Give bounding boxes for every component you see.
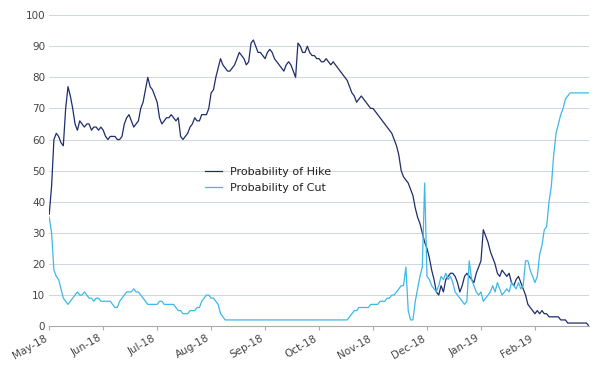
Line: Probability of Hike: Probability of Hike <box>49 40 589 326</box>
Probability of Cut <box>562 97 569 101</box>
Probability of Hike <box>562 318 569 322</box>
Probability of Cut <box>60 296 67 301</box>
Probability of Hike <box>566 321 574 325</box>
Probability of Hike <box>250 38 257 42</box>
Probability of Cut <box>123 290 130 294</box>
Probability of Cut <box>543 224 550 229</box>
Probability of Cut <box>221 318 229 322</box>
Legend: Probability of Hike, Probability of Cut: Probability of Hike, Probability of Cut <box>200 163 336 197</box>
Line: Probability of Cut: Probability of Cut <box>49 93 589 320</box>
Probability of Cut <box>566 91 574 95</box>
Probability of Hike <box>543 311 550 316</box>
Probability of Hike <box>123 116 130 120</box>
Probability of Hike <box>278 66 285 70</box>
Probability of Hike <box>60 144 67 148</box>
Probability of Cut <box>585 91 592 95</box>
Probability of Cut <box>278 318 285 322</box>
Probability of Hike <box>46 212 53 217</box>
Probability of Cut <box>46 215 53 219</box>
Probability of Hike <box>585 324 592 328</box>
Probability of Cut <box>569 91 576 95</box>
